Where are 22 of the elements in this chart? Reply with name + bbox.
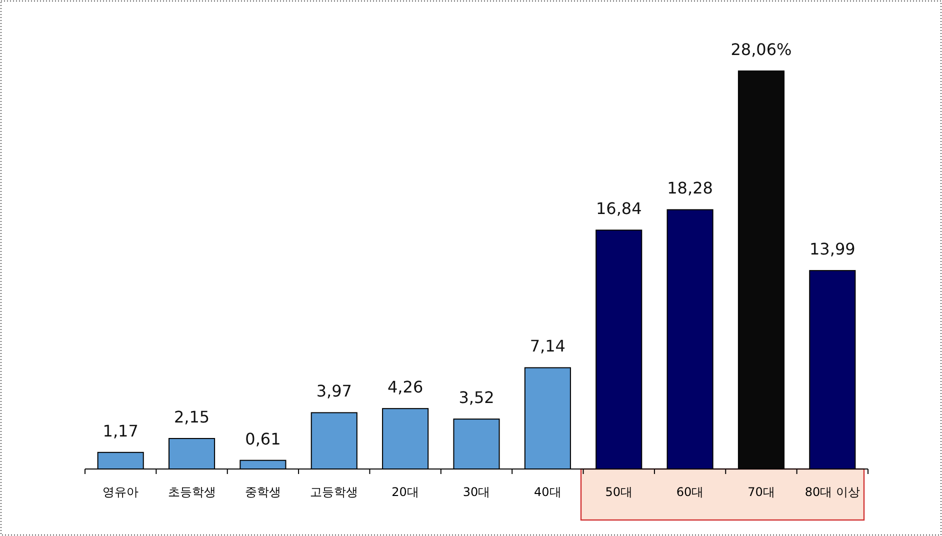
data-label: 0,61 xyxy=(245,429,281,448)
x-tick-label: 50대 xyxy=(605,485,633,499)
x-tick-label: 30대 xyxy=(462,485,490,499)
x-tick-label: 70대 xyxy=(748,485,775,499)
data-label: 18,28 xyxy=(667,178,713,198)
data-label: 4,26 xyxy=(388,378,424,397)
data-label: 13,99 xyxy=(810,240,856,259)
data-label: 3,52 xyxy=(458,388,494,408)
x-tick-label: 중학생 xyxy=(244,485,281,499)
data-label: 2,15 xyxy=(174,408,210,427)
x-tick-label: 영유아 xyxy=(102,485,139,499)
data-label: 28,06% xyxy=(730,40,792,59)
data-label: 16,84 xyxy=(596,199,642,218)
x-tick-label: 60대 xyxy=(676,485,704,499)
data-label: 7,14 xyxy=(530,336,566,356)
x-tick-label: 초등학생 xyxy=(168,485,216,499)
data-label: 3,97 xyxy=(316,382,352,401)
x-tick-label: 고등학생 xyxy=(310,485,358,499)
x-tick-label: 40대 xyxy=(534,485,562,499)
data-label: 1,17 xyxy=(102,421,138,440)
x-tick-label: 20대 xyxy=(392,485,419,499)
x-tick-label: 80대 이상 xyxy=(804,485,860,499)
